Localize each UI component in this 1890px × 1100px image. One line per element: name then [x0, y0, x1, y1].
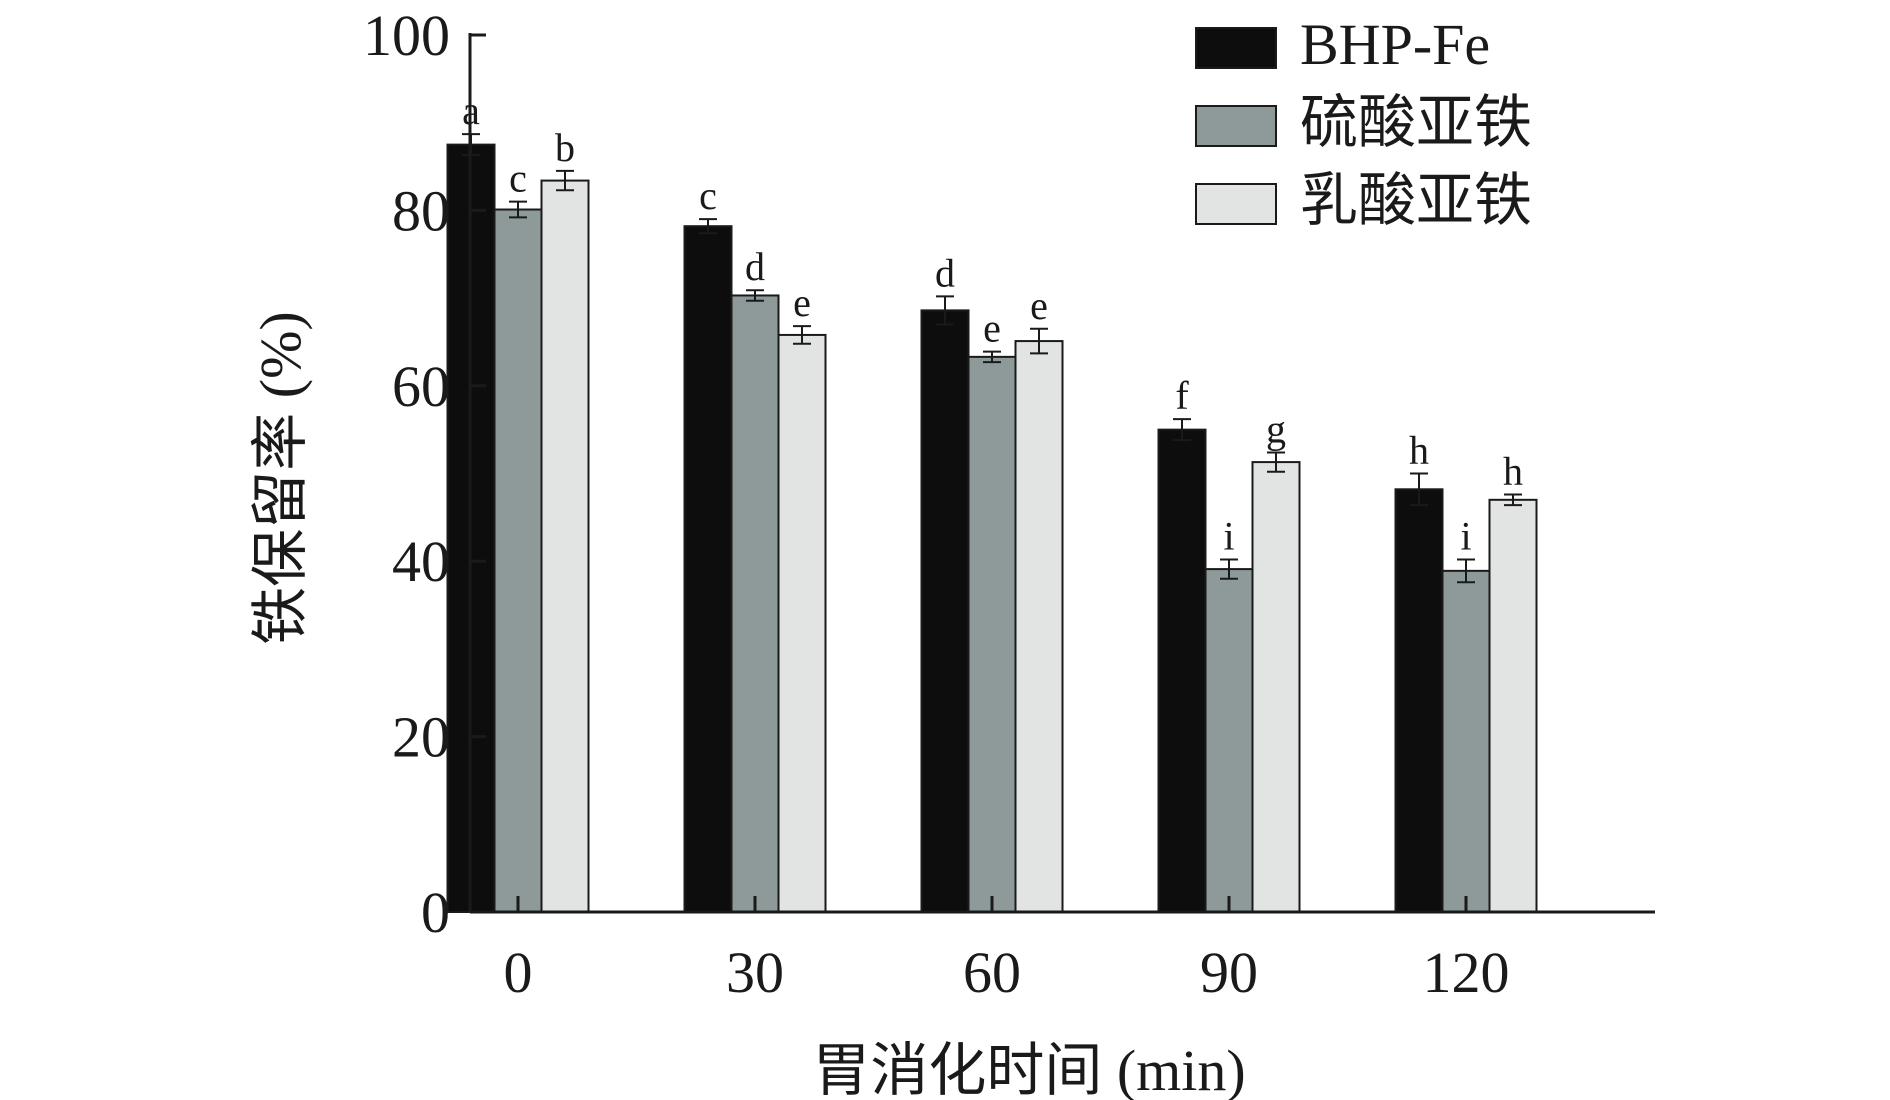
bar: [1204, 568, 1254, 914]
axes-layer: 0 20 40 60 80 100 0 30 60 90 120: [363, 3, 1655, 1005]
significance-label: g: [1266, 406, 1286, 451]
x-tick-label: 120: [1423, 940, 1510, 1005]
y-tick-label: 40: [392, 529, 450, 594]
bar: [1441, 569, 1491, 913]
significance-label: e: [793, 280, 811, 325]
legend-label: 乳酸亚铁: [1300, 168, 1532, 233]
significance-label: i: [1223, 513, 1234, 558]
bar: [730, 294, 780, 913]
significance-label: h: [1409, 428, 1429, 473]
x-tick-label: 90: [1200, 940, 1258, 1005]
bar: [967, 355, 1017, 913]
legend-label: BHP-Fe: [1300, 12, 1490, 77]
significance-label: c: [699, 173, 717, 218]
y-axis-title: 铁保留率 (%): [248, 311, 313, 644]
x-axis-title: 胃消化时间 (min): [812, 1038, 1245, 1100]
y-tick-label: 80: [392, 178, 450, 243]
bar: [1014, 340, 1064, 913]
y-tick-label: 100: [363, 3, 450, 68]
legend-swatch: [1195, 27, 1277, 69]
significance-label: b: [555, 125, 575, 170]
y-tick-label: 0: [421, 880, 450, 945]
bar: [683, 225, 733, 914]
legend-swatch: [1195, 105, 1277, 147]
significance-label: e: [983, 306, 1001, 351]
x-tick-label: 60: [963, 940, 1021, 1005]
x-tick-label: 30: [726, 940, 784, 1005]
significance-label: f: [1175, 373, 1189, 418]
x-tick-label: 0: [504, 940, 533, 1005]
significance-label: e: [1030, 283, 1048, 328]
bar: [540, 179, 590, 914]
bar: [1488, 498, 1538, 913]
bar: [1394, 488, 1444, 913]
y-tick-label: 20: [392, 705, 450, 770]
legend-label: 硫酸亚铁: [1300, 90, 1532, 155]
bar: [920, 309, 970, 913]
significance-label: d: [935, 250, 955, 295]
bar: [777, 333, 827, 913]
y-tick-label: 60: [392, 354, 450, 419]
significance-label: i: [1460, 513, 1471, 558]
bar: [1251, 461, 1301, 913]
significance-label: c: [509, 156, 527, 201]
significance-label: d: [745, 244, 765, 289]
legend-swatch: [1195, 183, 1277, 225]
significance-label: h: [1503, 449, 1523, 494]
bar: [493, 208, 543, 913]
bar: [1157, 428, 1207, 913]
